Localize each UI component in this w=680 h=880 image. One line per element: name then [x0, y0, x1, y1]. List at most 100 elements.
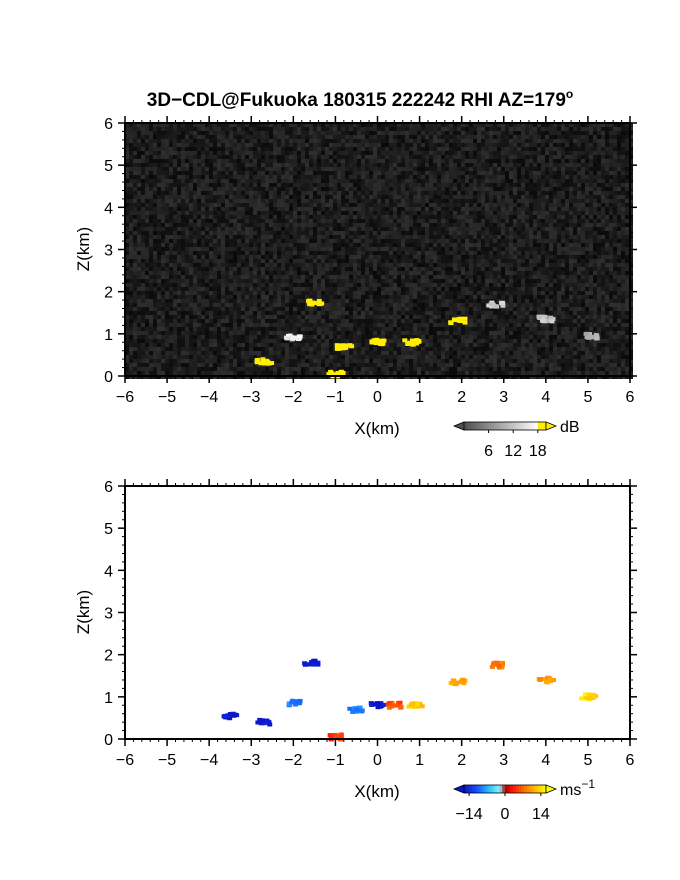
noise-cell: [465, 263, 469, 267]
noise-cell: [405, 191, 409, 195]
noise-cell: [545, 155, 549, 159]
noise-cell: [501, 147, 505, 151]
noise-cell: [617, 219, 621, 223]
noise-cell: [173, 203, 177, 207]
noise-cell: [381, 271, 385, 275]
noise-cell: [249, 159, 253, 163]
noise-cell: [597, 263, 601, 267]
noise-cell: [157, 263, 161, 267]
noise-cell: [313, 223, 317, 227]
noise-cell: [441, 275, 445, 279]
noise-cell: [577, 211, 581, 215]
noise-cell: [493, 215, 497, 219]
noise-cell: [161, 175, 165, 179]
noise-cell: [309, 191, 313, 195]
noise-cell: [213, 247, 217, 251]
noise-cell: [501, 215, 505, 219]
noise-cell: [365, 239, 369, 243]
noise-cell: [581, 171, 585, 175]
noise-cell: [593, 127, 597, 131]
noise-cell: [561, 199, 565, 203]
noise-cell: [289, 259, 293, 263]
noise-cell: [449, 199, 453, 203]
noise-cell: [237, 267, 241, 271]
noise-cell: [145, 183, 149, 187]
noise-cell: [241, 255, 245, 259]
noise-cell: [261, 159, 265, 163]
noise-cell: [185, 159, 189, 163]
noise-cell: [581, 143, 585, 147]
noise-cell: [517, 227, 521, 231]
noise-cell: [593, 143, 597, 147]
noise-cell: [201, 275, 205, 279]
noise-cell: [497, 231, 501, 235]
noise-cell: [429, 183, 433, 187]
noise-cell: [305, 227, 309, 231]
noise-cell: [585, 239, 589, 243]
noise-cell: [221, 231, 225, 235]
noise-cell: [193, 167, 197, 171]
noise-cell: [305, 159, 309, 163]
noise-cell: [209, 219, 213, 223]
noise-cell: [433, 155, 437, 159]
noise-cell: [253, 143, 257, 147]
noise-cell: [581, 195, 585, 199]
noise-cell: [493, 135, 497, 139]
noise-cell: [513, 195, 517, 199]
noise-cell: [345, 195, 349, 199]
noise-cell: [189, 211, 193, 215]
noise-cell: [205, 263, 209, 267]
noise-cell: [545, 219, 549, 223]
noise-cell: [621, 131, 625, 135]
noise-cell: [473, 243, 477, 247]
noise-cell: [165, 203, 169, 207]
noise-cell: [565, 155, 569, 159]
noise-cell: [129, 243, 133, 247]
noise-cell: [385, 131, 389, 135]
noise-cell: [289, 155, 293, 159]
noise-cell: [525, 235, 529, 239]
noise-cell: [373, 263, 377, 267]
noise-cell: [625, 199, 629, 203]
noise-cell: [549, 259, 553, 263]
noise-cell: [409, 271, 413, 275]
noise-cell: [481, 219, 485, 223]
noise-cell: [237, 191, 241, 195]
noise-cell: [429, 251, 433, 255]
noise-cell: [537, 143, 541, 147]
noise-cell: [301, 203, 305, 207]
noise-cell: [137, 143, 141, 147]
noise-cell: [289, 175, 293, 179]
noise-cell: [353, 239, 357, 243]
noise-cell: [493, 171, 497, 175]
noise-cell: [297, 127, 301, 131]
noise-cell: [305, 243, 309, 247]
noise-cell: [349, 143, 353, 147]
noise-cell: [309, 267, 313, 271]
noise-cell: [153, 151, 157, 155]
noise-cell: [281, 239, 285, 243]
noise-cell: [221, 179, 225, 183]
noise-cell: [561, 127, 565, 131]
noise-cell: [437, 195, 441, 199]
noise-cell: [329, 199, 333, 203]
noise-cell: [181, 243, 185, 247]
noise-cell: [509, 207, 513, 211]
noise-cell: [589, 175, 593, 179]
noise-cell: [241, 159, 245, 163]
noise-cell: [201, 167, 205, 171]
noise-cell: [149, 151, 153, 155]
noise-cell: [153, 267, 157, 271]
noise-cell: [269, 143, 273, 147]
noise-cell: [217, 231, 221, 235]
noise-cell: [337, 271, 341, 275]
noise-cell: [401, 155, 405, 159]
noise-cell: [545, 199, 549, 203]
noise-cell: [469, 167, 473, 171]
noise-cell: [589, 143, 593, 147]
noise-cell: [501, 195, 505, 199]
noise-cell: [209, 171, 213, 175]
noise-cell: [241, 155, 245, 159]
noise-cell: [133, 263, 137, 267]
noise-cell: [229, 195, 233, 199]
